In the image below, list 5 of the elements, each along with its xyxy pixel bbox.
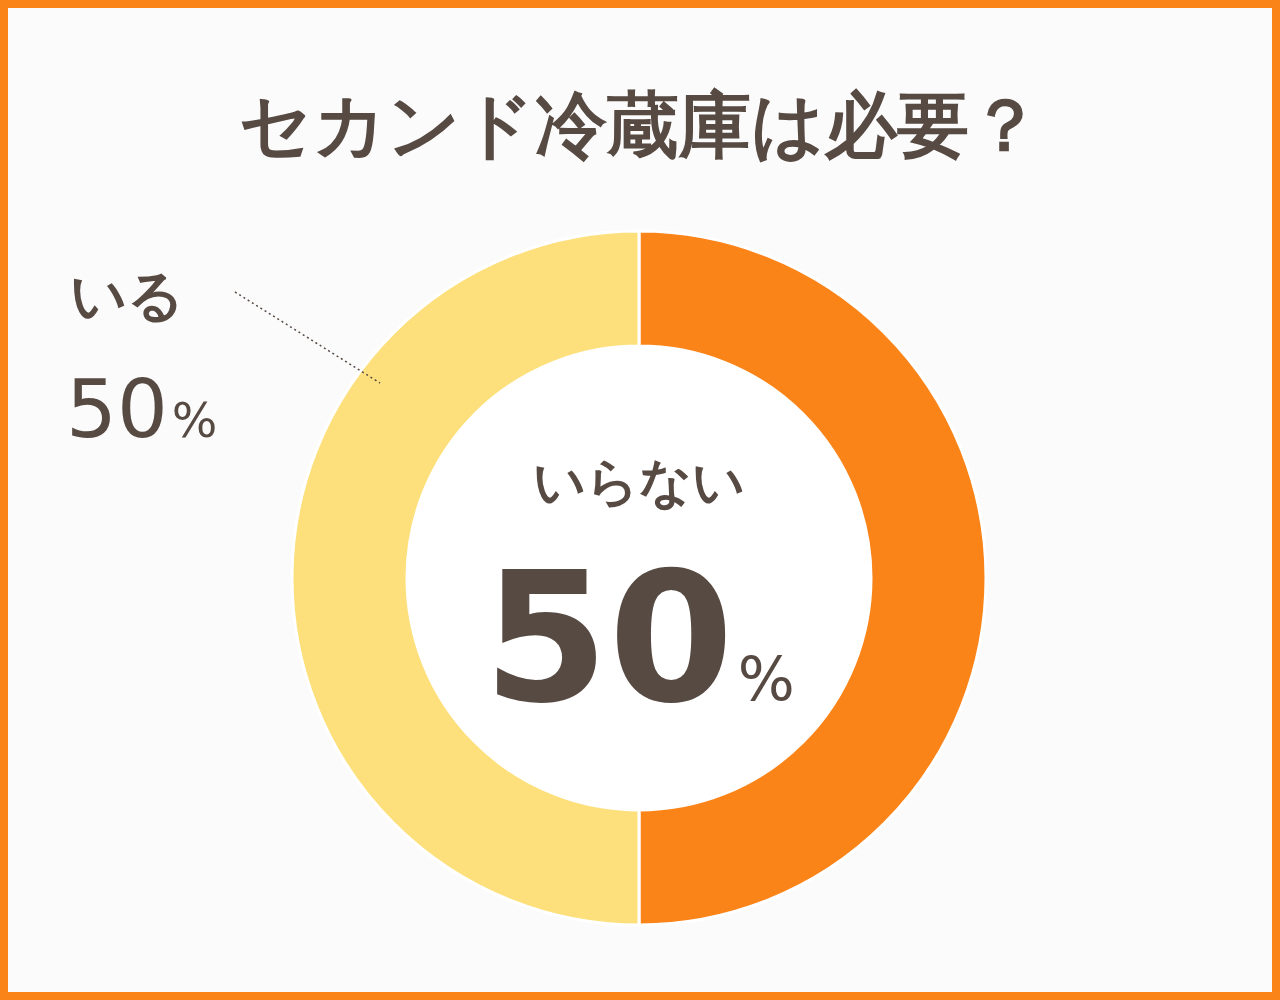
slice-label: いる	[70, 263, 184, 328]
slice-label: いらない	[533, 452, 745, 512]
data-label: 50%	[483, 533, 795, 742]
chart-title: セカンド冷蔵庫は必要？	[239, 83, 1041, 167]
data-label: 50%	[66, 363, 218, 456]
